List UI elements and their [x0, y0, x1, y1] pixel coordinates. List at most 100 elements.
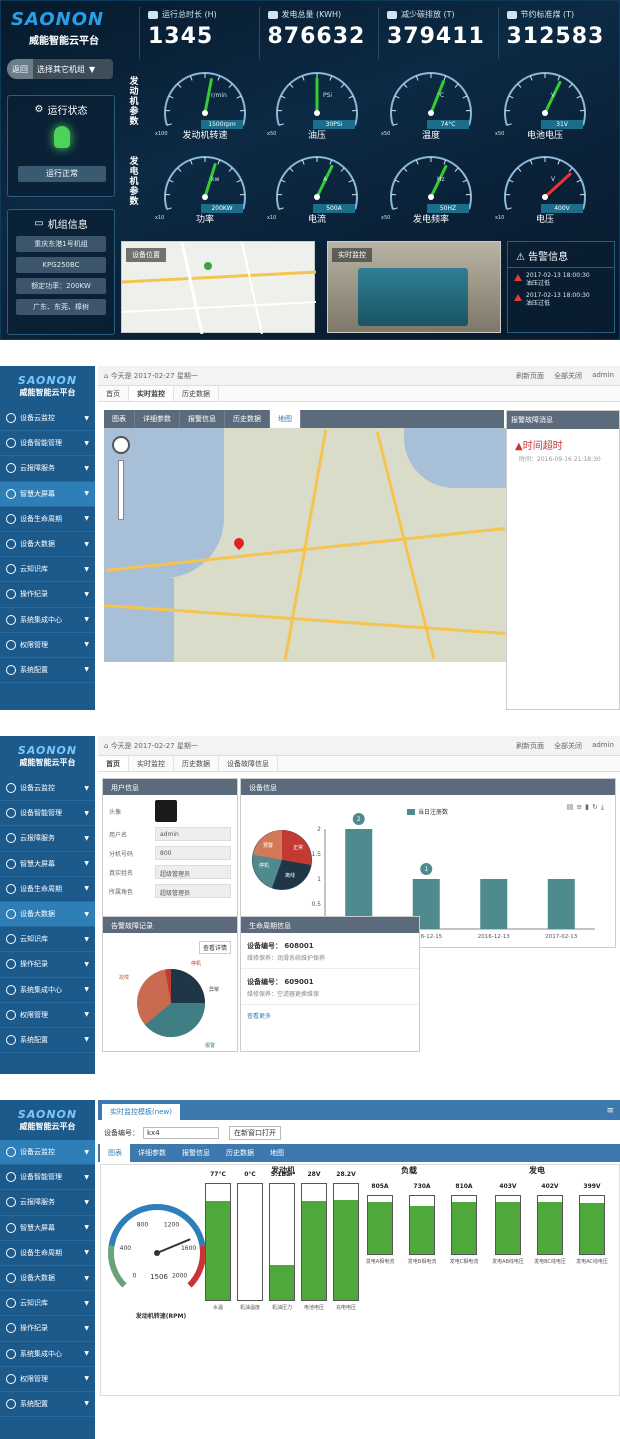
sidebar-item[interactable]: 设备智能管理 ▼ [0, 801, 95, 827]
sidebar-item[interactable]: 智慧大屏幕 ▼ [0, 852, 95, 877]
chart-legend[interactable]: 当日注册数 [407, 807, 448, 816]
sidebar-item[interactable]: 设备智能管理 ▼ [0, 431, 95, 457]
generator-params-label: 发电机参数 [129, 157, 139, 207]
tab-realtime-template[interactable]: 实时监控模板(new) [102, 1104, 180, 1120]
monitor-icon: ▭ [34, 218, 44, 229]
sidebar-item[interactable]: 设备智能管理 ▼ [0, 1165, 95, 1191]
view-more-link[interactable]: 查看更多 [247, 1013, 272, 1020]
tab-history-data[interactable]: 历史数据 [225, 410, 270, 428]
chevron-down-icon: ▼ [84, 565, 89, 573]
sidebar-item[interactable]: 系统配置 ▼ [0, 1392, 95, 1418]
sidebar-item[interactable]: 操作纪录 ▼ [0, 952, 95, 978]
sidebar-item[interactable]: 设备生命周期 ▼ [0, 1241, 95, 1266]
sidebar-item[interactable]: 系统配置 ▼ [0, 1028, 95, 1054]
sidebar-item[interactable]: 智慧大屏幕 ▼ [0, 1216, 95, 1241]
alarm-item[interactable]: 2017-02-13 18:00:30 油压过低 [508, 288, 614, 308]
tab-chart[interactable]: 图表 [104, 410, 135, 428]
sidebar-item[interactable]: 设备大数据 ▼ [0, 901, 95, 928]
group-title: 发电 [529, 1166, 545, 1175]
sidebar-item[interactable]: 权限管理 ▼ [0, 1367, 95, 1392]
sidebar-item[interactable]: 设备云监控 ▼ [0, 1140, 95, 1166]
sidebar-item[interactable]: 系统集成中心 ▼ [0, 608, 95, 633]
tab-home[interactable]: 首页 [98, 756, 129, 771]
logo-mark: SAONON [11, 9, 105, 30]
sidebar-item[interactable]: 云知识库 ▼ [0, 557, 95, 583]
tab-detail[interactable]: 详细参数 [135, 410, 180, 428]
svg-text:x10: x10 [267, 215, 276, 221]
tab-alarm[interactable]: 报警信息 [182, 1149, 210, 1157]
sidebar-item[interactable]: 云报障服务 ▼ [0, 1190, 95, 1216]
tab-faults[interactable]: 设备故障信息 [219, 756, 278, 771]
chart-toolbox[interactable]: ▤≡▮↻⤓ [566, 803, 607, 811]
menu-item-icon [6, 1398, 16, 1409]
sidebar-item[interactable]: 设备生命周期 ▼ [0, 877, 95, 902]
sidebar-item[interactable]: 设备大数据 ▼ [0, 532, 95, 558]
menu-item-icon [6, 1222, 16, 1233]
tab-alarm[interactable]: 报警信息 [180, 410, 225, 428]
tab-home[interactable]: 首页 [98, 386, 129, 401]
engine-params-label: 发动机参数 [129, 77, 139, 127]
logo-subtitle: 威能智能云平台 [29, 36, 99, 47]
sidebar-item[interactable]: 设备云监控 ▼ [0, 776, 95, 802]
sidebar-item[interactable]: 系统集成中心 ▼ [0, 978, 95, 1003]
refresh-button[interactable]: 刷新页面 [516, 741, 545, 750]
device-location-map[interactable]: 设备位置 [121, 241, 316, 334]
tab-history-data[interactable]: 历史数据 [226, 1149, 254, 1157]
tab-chart[interactable]: 图表 [100, 1144, 130, 1162]
tab-detail[interactable]: 详细参数 [138, 1149, 166, 1157]
tab-map[interactable]: 地图 [270, 410, 301, 428]
tab-history[interactable]: 历史数据 [174, 756, 219, 771]
tank-value: 805A [371, 1183, 389, 1190]
sidebar-item[interactable]: 权限管理 ▼ [0, 633, 95, 658]
user-menu[interactable]: admin [592, 740, 614, 749]
sidebar-item[interactable]: 云知识库 ▼ [0, 1291, 95, 1317]
level-fill [452, 1201, 476, 1254]
sidebar-item[interactable]: 操作纪录 ▼ [0, 1316, 95, 1342]
map-marker-icon[interactable] [231, 535, 247, 551]
live-video[interactable]: 实时监控 [327, 241, 501, 333]
device-code[interactable]: 设备编号： 608001 [247, 942, 314, 950]
refresh-button[interactable]: 刷新页面 [516, 371, 545, 380]
sidebar-item[interactable]: 系统集成中心 ▼ [0, 1342, 95, 1367]
sidebar-item[interactable]: 权限管理 ▼ [0, 1003, 95, 1028]
sidebar-item[interactable]: 智慧大屏幕 ▼ [0, 481, 95, 507]
sidebar-item[interactable]: 云报障服务 ▼ [0, 456, 95, 482]
level-tank [269, 1183, 295, 1301]
map-pan-control[interactable] [112, 436, 130, 454]
sidebar-item[interactable]: 设备云监控 ▼ [0, 406, 95, 432]
menu-item-icon [6, 909, 16, 920]
view-detail-button[interactable]: 查看详情 [198, 941, 231, 954]
tab-realtime[interactable]: 实时监控 [129, 386, 174, 401]
pie-label: 离线 [285, 872, 295, 879]
close-all-button[interactable]: 全部关闭 [554, 741, 583, 750]
full-map[interactable] [104, 428, 506, 662]
unit-selector[interactable]: 返回 选择其它机组 ▼ [7, 59, 113, 79]
sidebar-item[interactable]: 系统配置 ▼ [0, 658, 95, 684]
close-all-button[interactable]: 全部关闭 [554, 371, 583, 380]
x-tick-label: 2016-12-13 [478, 934, 510, 940]
sidebar-item[interactable]: 操作纪录 ▼ [0, 582, 95, 608]
sidebar-item[interactable]: 云知识库 ▼ [0, 927, 95, 953]
monitor-body: 0 400 800 1200 1600 2000 1506 发动机转速(RPM) 发动机 77… [100, 1164, 620, 1396]
back-button[interactable]: 返回 [7, 59, 33, 79]
tab-realtime[interactable]: 实时监控 [129, 756, 174, 771]
pie-label: 异常 [209, 986, 219, 993]
tab-map[interactable]: 地图 [270, 1149, 284, 1157]
user-menu[interactable]: admin [592, 370, 614, 379]
menu-icon[interactable]: ≡ [606, 1106, 614, 1116]
new-window-button[interactable]: 在新窗口打开 [229, 1126, 281, 1140]
chevron-down-icon: ▼ [84, 490, 89, 498]
tank-value: 730A [413, 1183, 431, 1190]
tab-history[interactable]: 历史数据 [174, 386, 219, 401]
sidebar-item[interactable]: 设备生命周期 ▼ [0, 507, 95, 532]
map-zoom-slider[interactable] [118, 460, 124, 520]
device-code[interactable]: 设备编号： 609001 [247, 978, 314, 986]
sidebar-item[interactable]: 设备大数据 ▼ [0, 1266, 95, 1292]
svg-text:PSi: PSi [323, 92, 332, 99]
y-tick-label: 0.5 [311, 901, 321, 908]
tank-value: 77°C [210, 1171, 226, 1178]
sidebar-item[interactable]: 云报障服务 ▼ [0, 826, 95, 852]
alarm-item[interactable]: 2017-02-13 18:00:30 油压过低 [508, 268, 614, 288]
device-select[interactable]: kx4 [143, 1127, 219, 1139]
menu-item-icon [6, 639, 16, 650]
